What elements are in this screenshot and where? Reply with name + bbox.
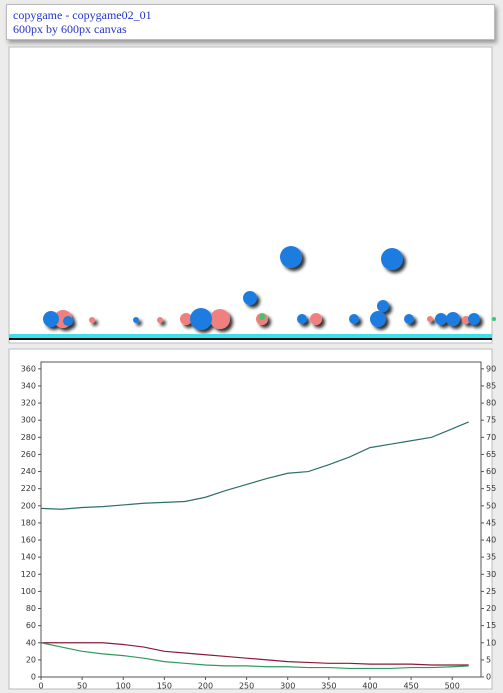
y-tick-label: 260 xyxy=(21,450,36,459)
y2-tick-label: 45 xyxy=(486,518,496,527)
y-tick-label: 200 xyxy=(21,501,36,510)
subtitle: 600px by 600px canvas xyxy=(13,22,494,36)
x-tick-label: 0 xyxy=(38,682,43,691)
y-tick-label: 360 xyxy=(21,364,36,373)
y2-tick-label: 60 xyxy=(486,467,496,476)
y2-tick-label: 65 xyxy=(486,450,496,459)
bubble xyxy=(190,308,212,330)
y-tick-label: 160 xyxy=(21,536,36,545)
title: copygame - copygame02_01 xyxy=(13,8,494,22)
y2-tick-label: 75 xyxy=(486,416,496,425)
bubble xyxy=(492,317,496,321)
x-tick-label: 50 xyxy=(77,682,87,691)
bubble xyxy=(63,316,73,326)
game-canvas xyxy=(0,45,503,345)
bubble xyxy=(89,317,95,323)
y-tick-label: 60 xyxy=(26,621,36,630)
bubble xyxy=(280,246,302,268)
y2-tick-label: 30 xyxy=(486,570,496,579)
x-tick-label: 300 xyxy=(280,682,295,691)
bubble xyxy=(349,314,359,324)
bubble xyxy=(468,313,480,325)
y-tick-label: 240 xyxy=(21,467,36,476)
y-tick-label: 120 xyxy=(21,570,36,579)
y2-tick-label: 70 xyxy=(486,433,496,442)
x-tick-label: 250 xyxy=(239,682,254,691)
x-tick-label: 200 xyxy=(198,682,213,691)
chart-bg xyxy=(9,349,492,689)
y-tick-label: 0 xyxy=(31,673,36,682)
y-tick-label: 40 xyxy=(26,638,36,647)
y2-tick-label: 35 xyxy=(486,553,496,562)
x-tick-label: 100 xyxy=(116,682,131,691)
bubble xyxy=(210,309,230,329)
y2-tick-label: 55 xyxy=(486,484,496,493)
y-tick-label: 280 xyxy=(21,433,36,442)
y-tick-label: 320 xyxy=(21,399,36,408)
bubble xyxy=(427,316,433,322)
y-tick-label: 80 xyxy=(26,604,36,613)
y-tick-label: 220 xyxy=(21,484,36,493)
x-tick-label: 150 xyxy=(157,682,172,691)
x-tick-label: 450 xyxy=(403,682,418,691)
bubble xyxy=(157,317,163,323)
y2-tick-label: 25 xyxy=(486,587,496,596)
y2-tick-label: 20 xyxy=(486,604,496,613)
bubble xyxy=(377,300,389,312)
page: {"header": {"title": "copygame - copygam… xyxy=(0,0,503,693)
bubble xyxy=(243,291,257,305)
y-tick-label: 340 xyxy=(21,381,36,390)
floor xyxy=(9,334,492,338)
y-tick-label: 20 xyxy=(26,655,36,664)
x-tick-label: 400 xyxy=(362,682,377,691)
chart: 0204060801001201401601802002202402602803… xyxy=(0,348,503,691)
y2-tick-label: 50 xyxy=(486,501,496,510)
y-tick-label: 300 xyxy=(21,416,36,425)
y2-tick-label: 0 xyxy=(486,673,491,682)
y-tick-label: 100 xyxy=(21,587,36,596)
y2-tick-label: 40 xyxy=(486,536,496,545)
bubble xyxy=(43,311,59,327)
y2-tick-label: 10 xyxy=(486,638,496,647)
y2-tick-label: 85 xyxy=(486,381,496,390)
y-tick-label: 140 xyxy=(21,553,36,562)
y2-tick-label: 80 xyxy=(486,399,496,408)
bubble xyxy=(435,313,447,325)
header: copygame - copygame02_01 600px by 600px … xyxy=(6,4,495,40)
bubble xyxy=(381,248,403,270)
bubble xyxy=(297,314,307,324)
bubble xyxy=(446,312,460,326)
y2-tick-label: 90 xyxy=(486,364,496,373)
bubble xyxy=(133,317,139,323)
y2-tick-label: 15 xyxy=(486,621,496,630)
x-tick-label: 350 xyxy=(321,682,336,691)
floor-edge xyxy=(9,338,492,340)
bubble xyxy=(259,314,265,320)
x-tick-label: 500 xyxy=(445,682,460,691)
y-tick-label: 180 xyxy=(21,518,36,527)
bubble xyxy=(404,314,414,324)
bubble xyxy=(310,313,322,325)
bubble xyxy=(370,311,386,327)
y2-tick-label: 5 xyxy=(486,655,491,664)
